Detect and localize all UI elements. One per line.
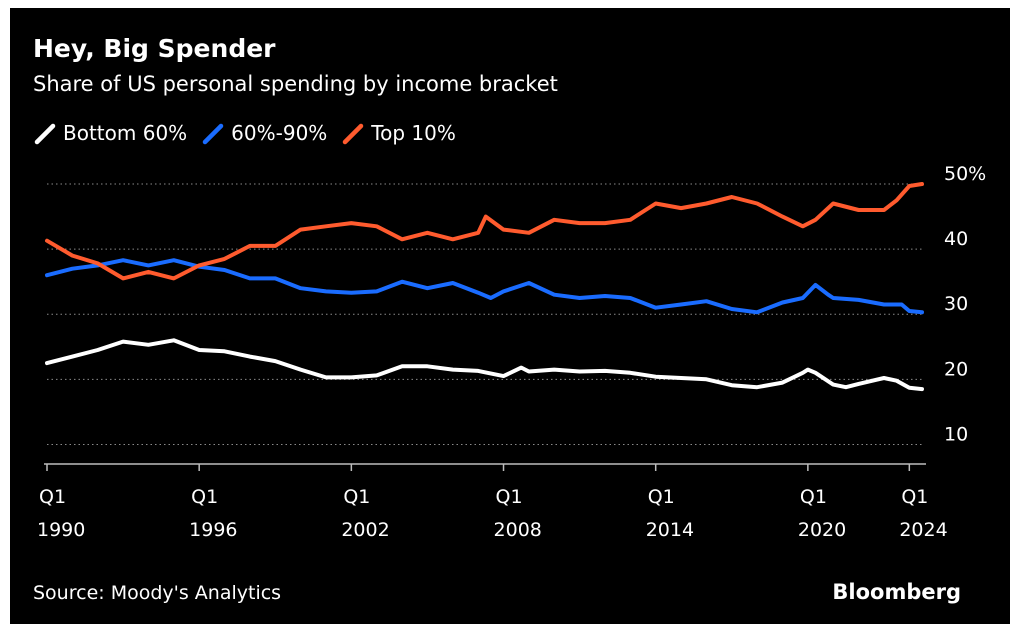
slash-icon (343, 123, 364, 145)
x-tick-label-year: 2008 (494, 519, 542, 541)
line-chart: 50% 40 30 20 10 Q1 1990 Q1 1996 Q1 2002 Q1 2008 Q1 201… (37, 163, 986, 541)
legend-swatch-line (343, 123, 364, 145)
series-line-1 (45, 338, 924, 392)
legend-item-top-10: Top 10% (341, 121, 456, 145)
x-tick-label-year: 2024 (899, 519, 947, 541)
legend: Bottom 60% 60%-90% Top 10% (33, 121, 456, 145)
legend-label: Top 10% (371, 121, 456, 145)
x-tick-label-quarter: Q1 (39, 486, 66, 508)
bloomberg-logo: Bloomberg (832, 580, 961, 604)
legend-item-60-90: 60%-90% (201, 121, 327, 145)
legend-label: 60%-90% (231, 121, 328, 145)
y-tick-label: 30 (944, 293, 968, 315)
x-tick-label-quarter: Q1 (496, 486, 523, 508)
y-tick-label: 50% (944, 163, 986, 185)
legend-swatch-line (34, 123, 56, 145)
x-tick-label-quarter: Q1 (648, 486, 675, 508)
x-tick-label-year: 1996 (189, 519, 237, 541)
x-tick-label-year: 2020 (798, 519, 846, 541)
x-tick-label-quarter: Q1 (343, 486, 370, 508)
legend-item-bottom-60: Bottom 60% (33, 121, 187, 145)
x-tick-label-year: 2014 (646, 519, 694, 541)
legend-label: Bottom 60% (63, 121, 188, 145)
chart-panel: Hey, Big Spender Share of US personal sp… (10, 8, 1010, 624)
y-tick-label: 20 (944, 358, 968, 380)
source-note: Source: Moody's Analytics (33, 582, 282, 604)
y-tick-label: 40 (944, 228, 968, 250)
x-tick-label-quarter: Q1 (901, 486, 928, 508)
slash-icon (34, 123, 56, 145)
y-tick-label: 10 (944, 423, 968, 445)
legend-swatch-line (202, 123, 224, 145)
chart-title: Hey, Big Spender (33, 34, 276, 63)
slash-icon (202, 123, 224, 145)
series-line-3 (45, 182, 924, 281)
chart-subtitle: Share of US personal spending by income … (33, 72, 558, 96)
x-tick-label-quarter: Q1 (191, 486, 218, 508)
x-tick-label-year: 2002 (341, 519, 389, 541)
x-tick-label-year: 1990 (37, 519, 85, 541)
x-tick-label-quarter: Q1 (800, 486, 827, 508)
series-line-2 (45, 258, 924, 315)
